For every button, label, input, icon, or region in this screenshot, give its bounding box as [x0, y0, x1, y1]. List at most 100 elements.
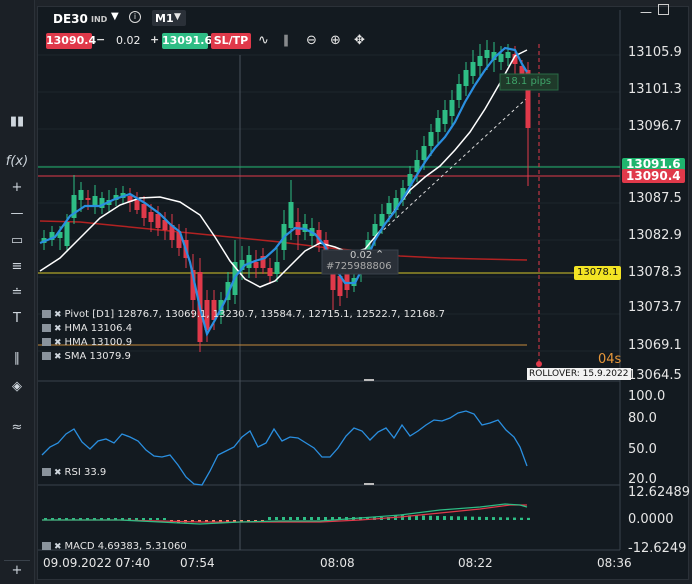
pane-handle[interactable]: [364, 483, 374, 485]
grid: [38, 54, 620, 352]
lot-size-input[interactable]: 0.02: [116, 34, 141, 47]
fibonacci-icon[interactable]: ≡: [11, 259, 23, 274]
macd-bar: [324, 517, 327, 520]
macd-bar: [492, 517, 495, 520]
candle-body: [414, 160, 420, 172]
candle-body: [49, 232, 55, 240]
function-icon[interactable]: f(x): [5, 154, 29, 169]
legend-hma2[interactable]: ✖ HMA 13100.9: [42, 337, 132, 348]
share-icon[interactable]: ≈: [11, 420, 23, 435]
line-tool-icon[interactable]: —: [10, 206, 24, 221]
macd-bar: [65, 518, 68, 520]
candle-body: [365, 240, 371, 254]
chart-area[interactable]: [37, 6, 689, 580]
position-trend-line[interactable]: [365, 97, 528, 247]
macd-bar: [289, 517, 292, 520]
macd-bar: [114, 518, 117, 520]
position-id: #725988806: [326, 261, 392, 272]
remove-icon[interactable]: ✖: [54, 338, 62, 348]
remove-icon[interactable]: ✖: [54, 468, 62, 478]
chart-type-icon[interactable]: ∥: [13, 351, 21, 366]
rsi-axis-label: 100.0: [628, 389, 666, 404]
candle-body: [85, 198, 91, 200]
legend-hma1-text: HMA 13106.4: [64, 323, 133, 334]
buy-button[interactable]: 13091.6: [162, 33, 213, 49]
symbol-name[interactable]: DE30: [53, 12, 88, 26]
remove-icon[interactable]: ✖: [54, 324, 62, 334]
settings-icon[interactable]: [42, 468, 51, 476]
sell-button[interactable]: 13090.4: [46, 33, 97, 49]
macd-bar: [51, 518, 54, 520]
macd-bar: [296, 517, 299, 520]
macd-bar: [79, 518, 82, 520]
zoom-in-icon[interactable]: ⊕: [330, 33, 341, 48]
candle-body: [344, 270, 350, 290]
indicator-icon[interactable]: ∿: [258, 33, 269, 48]
price-label: 13073.7: [628, 300, 682, 315]
macd-bar: [317, 517, 320, 520]
macd-bar: [331, 517, 334, 520]
legend-sma[interactable]: ✖ SMA 13079.9: [42, 351, 131, 362]
macd-bar: [401, 515, 404, 520]
rsi-axis-label: 80.0: [628, 411, 657, 426]
price-label: 13087.5: [628, 191, 682, 206]
remove-icon[interactable]: ✖: [54, 352, 62, 362]
symbol-dropdown-icon[interactable]: ▼: [111, 11, 119, 22]
crosshair-icon[interactable]: +: [11, 180, 23, 195]
pane-handle[interactable]: [364, 379, 374, 381]
channel-icon[interactable]: ≐: [11, 285, 23, 300]
time-label: 07:54: [180, 556, 215, 570]
add-icon[interactable]: +: [4, 560, 30, 581]
position-close-icon[interactable]: ⌃: [375, 248, 385, 261]
macd-bar: [86, 518, 89, 520]
rsi-axis-label: 20.0: [628, 472, 657, 487]
settings-icon[interactable]: [42, 324, 51, 332]
settings-icon[interactable]: [42, 542, 51, 550]
move-icon[interactable]: ✥: [354, 33, 365, 48]
decrease-lot-button[interactable]: −: [96, 33, 106, 46]
macd-bar: [422, 515, 425, 520]
legend-sma-text: SMA 13079.9: [64, 351, 131, 362]
candles-group: [41, 40, 531, 352]
candle-body: [512, 54, 518, 64]
rollover-label: ROLLOVER: 15.9.2022: [527, 368, 631, 380]
maximize-icon[interactable]: [658, 4, 669, 15]
remove-icon[interactable]: ✖: [54, 310, 62, 320]
remove-icon[interactable]: ✖: [54, 542, 62, 552]
sltp-button[interactable]: SL/TP: [211, 33, 251, 49]
macd-bar: [408, 515, 411, 520]
rectangle-icon[interactable]: ▭: [10, 233, 24, 248]
candle-body: [134, 200, 140, 210]
macd-bar: [128, 518, 131, 520]
bars-icon[interactable]: ▮▮: [9, 114, 25, 129]
zoom-out-icon[interactable]: ⊖: [306, 33, 317, 48]
macd-bar: [275, 517, 278, 520]
macd-bar: [107, 518, 110, 520]
macd-bar: [436, 515, 439, 520]
legend-rsi-text: RSI 33.9: [64, 467, 107, 478]
candle-body: [169, 225, 175, 240]
increase-lot-button[interactable]: +: [150, 33, 160, 46]
legend-hma1[interactable]: ✖ HMA 13106.4: [42, 323, 132, 334]
info-icon[interactable]: i: [129, 11, 141, 23]
settings-icon[interactable]: [42, 352, 51, 360]
legend-pivot[interactable]: ✖ Pivot [D1] 12876.7, 13069.1, 13230.7, 1…: [42, 309, 445, 320]
layers-icon[interactable]: ◈: [12, 379, 22, 394]
price-label: 13105.9: [628, 45, 682, 60]
macd-bar: [135, 518, 138, 520]
time-label: 08:08: [320, 556, 355, 570]
price-label: 13096.7: [628, 119, 682, 134]
timeframe-select[interactable]: M1 ▼: [152, 10, 186, 26]
settings-icon[interactable]: [42, 338, 51, 346]
settings-icon[interactable]: [42, 310, 51, 318]
price-label: 13082.9: [628, 228, 682, 243]
legend-rsi[interactable]: ✖ RSI 33.9: [42, 467, 106, 478]
text-tool-icon[interactable]: T: [13, 311, 21, 326]
legend-macd[interactable]: ✖ MACD 4.69383, 5.31060: [42, 541, 187, 552]
candle-body: [505, 52, 511, 58]
candles-icon[interactable]: ∥: [283, 33, 289, 47]
position-tooltip[interactable]: [321, 249, 399, 275]
candle-body: [435, 118, 441, 132]
minimize-icon[interactable]: —: [640, 5, 652, 19]
candle-body: [267, 268, 273, 276]
